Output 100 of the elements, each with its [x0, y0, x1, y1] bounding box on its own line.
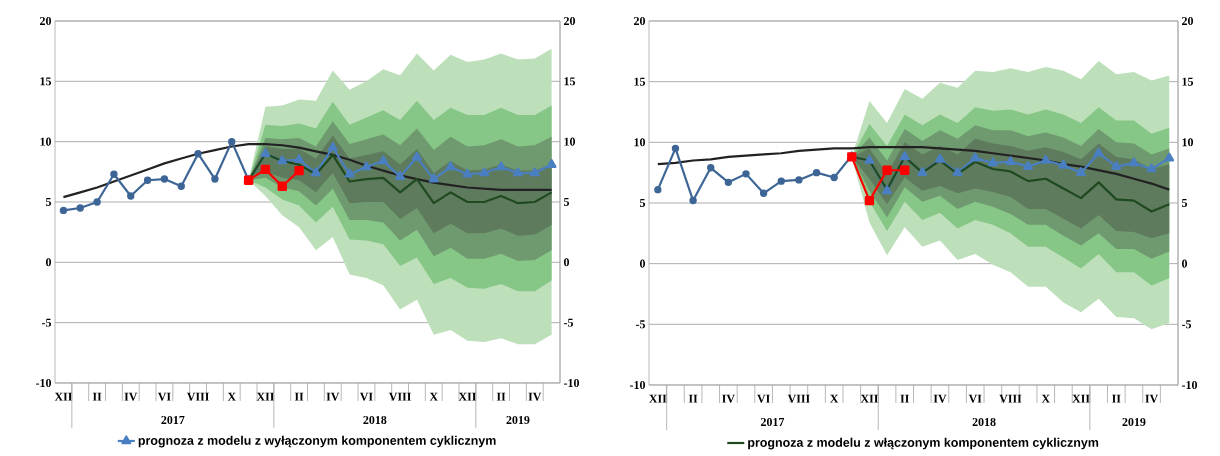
y2-tick-label: 0	[1181, 259, 1188, 268]
y-tick-label: 0	[639, 259, 646, 268]
text: 2017	[161, 415, 185, 425]
x-tick-label: II	[688, 394, 698, 403]
y2-tick-label: 20	[564, 16, 576, 26]
x-tick-label: II	[92, 392, 102, 401]
y-tick-label: -5	[41, 318, 52, 327]
y-tick-label: -5	[635, 320, 646, 329]
point	[512, 167, 523, 177]
point	[689, 196, 697, 205]
point	[211, 175, 219, 183]
x-tick-label: IV	[1145, 394, 1159, 403]
x-tick-label: II	[1112, 394, 1121, 403]
text: 2018	[363, 415, 387, 425]
point	[228, 137, 236, 146]
point	[830, 173, 838, 182]
x-tick-label: X	[429, 392, 438, 401]
y-tick-label: 15	[634, 77, 646, 86]
x-tick-label: II	[496, 392, 506, 401]
x-tick-label: IV	[326, 392, 340, 401]
point	[260, 148, 271, 158]
point	[952, 167, 963, 176]
point	[260, 164, 271, 175]
x-tick-label: XII	[54, 392, 72, 401]
y-tick-label: -10	[35, 378, 52, 388]
y-tick-label: 20	[40, 16, 52, 26]
point	[1128, 157, 1139, 167]
y2-tick-label: 5	[1182, 199, 1188, 207]
x-tick-label: VI	[757, 394, 770, 403]
point	[707, 164, 715, 172]
y-tick-label: 5	[640, 199, 646, 207]
y2-tick-label: -5	[1181, 320, 1192, 329]
point	[864, 154, 875, 164]
y2-tick-label: 10	[564, 137, 576, 146]
point	[277, 181, 287, 191]
x-tick-label: X	[227, 392, 236, 401]
point	[900, 165, 910, 175]
point	[160, 175, 169, 183]
point	[724, 178, 733, 187]
point	[378, 155, 389, 165]
x-tick-label: VI	[157, 392, 171, 401]
point	[93, 198, 101, 206]
y-tick-label: -10	[629, 380, 646, 390]
x-tick-label: XII	[860, 394, 878, 403]
point	[428, 173, 439, 183]
point	[934, 153, 945, 163]
point	[1146, 163, 1157, 173]
y-tick-label: 0	[45, 258, 52, 267]
y-tick-label: 10	[40, 137, 52, 146]
point	[864, 195, 875, 206]
x-tick-label: VIII	[999, 394, 1022, 403]
point	[882, 185, 893, 195]
point	[127, 192, 135, 200]
point	[277, 155, 288, 165]
x-tick-label: X	[1041, 394, 1050, 403]
point	[987, 157, 998, 167]
y2-tick-label: 15	[564, 77, 576, 86]
point	[1040, 154, 1051, 164]
point	[1023, 161, 1034, 170]
point	[970, 152, 981, 162]
point	[795, 176, 803, 184]
point	[327, 142, 338, 152]
y-tick-label: 5	[46, 198, 52, 206]
point	[1164, 152, 1175, 162]
y-tick-label: 20	[634, 16, 646, 26]
text: 2019	[506, 415, 530, 425]
point	[143, 176, 152, 184]
x-tick-label: II	[294, 392, 304, 401]
point	[1005, 156, 1016, 166]
point	[361, 161, 372, 171]
y2-tick-label: 5	[564, 198, 570, 206]
x-tick-label: VI	[968, 394, 982, 403]
x-tick-label: II	[900, 394, 909, 403]
point	[917, 167, 928, 176]
point	[194, 150, 202, 158]
y2-tick-label: -10	[1181, 380, 1198, 390]
x-tick-label: VI	[359, 392, 373, 401]
point	[812, 168, 821, 177]
x-tick-label: IV	[528, 392, 542, 401]
point	[1058, 159, 1069, 169]
legend-label: prognoza z modelu z wyłączonym komponentem cyklicznym	[138, 435, 496, 448]
point	[395, 171, 406, 180]
text: 2018	[972, 417, 996, 427]
point	[742, 170, 750, 178]
point	[496, 161, 507, 171]
point	[777, 177, 785, 185]
point	[344, 168, 355, 178]
point	[759, 189, 768, 197]
point	[529, 167, 540, 177]
x-tick-label: X	[830, 394, 839, 403]
y2-tick-label: 15	[1182, 77, 1194, 86]
x-tick-label: XII	[256, 392, 274, 401]
x-tick-label: VIII	[186, 392, 209, 401]
x-tick-label: IV	[124, 392, 138, 401]
point	[899, 151, 910, 161]
y2-tick-label: 20	[1182, 16, 1194, 26]
x-tick-label: XII	[458, 392, 476, 401]
point	[1111, 161, 1122, 170]
point	[445, 161, 456, 171]
point	[462, 168, 473, 178]
